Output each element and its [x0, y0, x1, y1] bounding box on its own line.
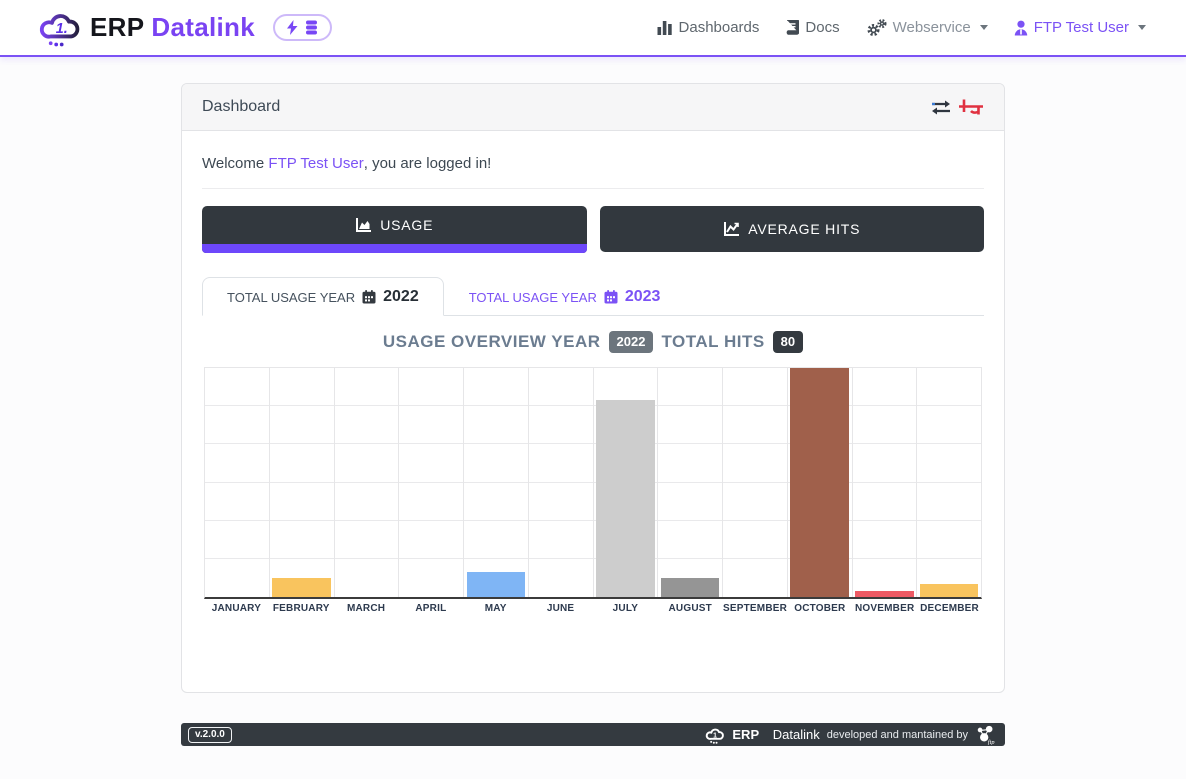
tab-total-usage-2023[interactable]: TOTAL USAGE YEAR 2023 [444, 277, 686, 316]
chart-title: USAGE OVERVIEW YEAR 2022 TOTAL HITS 80 [202, 331, 984, 353]
chevron-down-icon [1138, 25, 1146, 30]
page-title: Dashboard [202, 98, 281, 115]
chart-column [723, 368, 788, 597]
cloud-logo-icon: 1. [38, 8, 82, 48]
chevron-down-icon [979, 25, 988, 30]
bar-february[interactable] [272, 577, 331, 597]
footer-brand: ERP Datalink [732, 727, 820, 742]
svg-text:1.: 1. [56, 21, 68, 37]
x-axis-label: MARCH [346, 603, 386, 614]
divider [202, 188, 984, 189]
usage-button[interactable]: USAGE [202, 206, 587, 253]
nav-item-user[interactable]: FTP Test User [1014, 19, 1146, 36]
tab-total-usage-2022[interactable]: TOTAL USAGE YEAR 2022 [202, 277, 444, 316]
total-hits-badge: 80 [772, 331, 804, 353]
bar-august[interactable] [660, 577, 720, 597]
x-axis-label: JULY [612, 603, 639, 614]
x-axis-label: SEPTEMBER [723, 603, 788, 614]
user-icon [1014, 20, 1028, 36]
x-axis-label: JANUARY [211, 603, 262, 614]
calendar-icon [604, 290, 618, 304]
nav-item-dashboards[interactable]: Dashboards [657, 19, 760, 36]
tab-label: TOTAL USAGE YEAR [468, 289, 597, 305]
nav-label: Webservice [892, 19, 971, 36]
card-header: Dashboard [182, 84, 1004, 131]
chart-column [594, 368, 659, 597]
welcome-username: FTP Test User [268, 155, 364, 172]
nav-item-docs[interactable]: Docs [785, 19, 840, 36]
chart-column [788, 368, 853, 597]
x-axis-label: NOVEMBER [855, 603, 915, 614]
chart-plot[interactable] [204, 367, 982, 599]
brand-title: ERP Datalink [90, 12, 255, 42]
chart-column [270, 368, 335, 597]
x-axis-label: OCTOBER [794, 603, 846, 614]
chart-column [658, 368, 723, 597]
bar-october[interactable] [790, 368, 849, 597]
view-switch-buttons: USAGE AVERAGE HITS [202, 206, 984, 253]
main-container: Dashboard [181, 83, 1005, 693]
average-hits-button[interactable]: AVERAGE HITS [599, 206, 984, 252]
svg-text:ftp: ftp [988, 739, 995, 745]
tab-year: 2023 [624, 288, 661, 305]
bar-december[interactable] [919, 584, 979, 597]
gears-icon [866, 18, 887, 37]
book-icon [785, 19, 800, 36]
version-badge: v.2.0.0 [188, 726, 232, 743]
chart-x-labels: JANUARY FEBRUARY MARCH APRIL MAY JUNE JULY AUGU… [204, 603, 982, 614]
svg-text:1: 1 [713, 732, 717, 739]
red-link-icon[interactable] [958, 97, 984, 117]
chart-column [917, 368, 981, 597]
bar-may[interactable] [466, 571, 526, 597]
usage-button-label: USAGE [380, 217, 434, 233]
ftp-molecule-icon[interactable]: ftp [975, 725, 997, 745]
x-axis-label: AUGUST [668, 603, 712, 614]
year-tabs: TOTAL USAGE YEAR 2022 TOTAL USAGE YEAR [202, 277, 984, 316]
card-body: Welcome FTP Test User, you are logged in… [182, 131, 1004, 692]
footer: v.2.0.0 1 ERP Datalink developed and man… [181, 723, 1005, 746]
x-axis-label: APRIL [415, 603, 447, 614]
tab-label: TOTAL USAGE YEAR [227, 289, 356, 305]
bar-november[interactable] [855, 590, 914, 597]
calendar-icon [362, 290, 376, 304]
chart-title-text: USAGE OVERVIEW YEAR [382, 332, 601, 351]
nav-label: FTP Test User [1033, 19, 1129, 36]
area-chart-icon [355, 217, 372, 233]
year-badge: 2022 [608, 331, 654, 353]
chart-column [464, 368, 529, 597]
nav-label: Dashboards [678, 19, 760, 36]
brand[interactable]: 1. ERP Datalink [38, 8, 255, 48]
nav-links: Dashboards Docs Webservice [657, 18, 1146, 37]
chart-column [529, 368, 594, 597]
x-axis-label: DECEMBER [920, 603, 979, 614]
chart-column [335, 368, 400, 597]
tab-year: 2022 [383, 288, 419, 305]
database-icon [305, 20, 318, 35]
x-axis-label: FEBRUARY [272, 603, 330, 614]
chart-column [853, 368, 918, 597]
line-chart-icon [723, 221, 740, 237]
usage-chart: JANUARY FEBRUARY MARCH APRIL MAY JUNE JULY AUGU… [202, 367, 984, 614]
bar-chart-icon [657, 20, 673, 35]
status-pill-badge[interactable] [272, 14, 332, 41]
chart-title-text: TOTAL HITS [661, 332, 765, 351]
swap-arrows-icon[interactable] [930, 99, 952, 116]
bar-july[interactable] [596, 399, 655, 597]
footer-note: developed and mantained by [826, 728, 968, 741]
nav-label: Docs [805, 19, 840, 36]
navbar: 1. ERP Datalink [0, 0, 1186, 57]
x-axis-label: JUNE [546, 603, 575, 614]
x-axis-label: MAY [484, 603, 507, 614]
average-hits-button-label: AVERAGE HITS [748, 221, 861, 237]
dashboard-card: Dashboard [181, 83, 1005, 693]
welcome-message: Welcome FTP Test User, you are logged in… [202, 155, 492, 172]
chart-column [399, 368, 464, 597]
cloud-logo-icon-white: 1 [705, 726, 725, 744]
chart-column [205, 368, 270, 597]
nav-item-webservice[interactable]: Webservice [866, 18, 988, 37]
bolt-icon [286, 20, 298, 35]
